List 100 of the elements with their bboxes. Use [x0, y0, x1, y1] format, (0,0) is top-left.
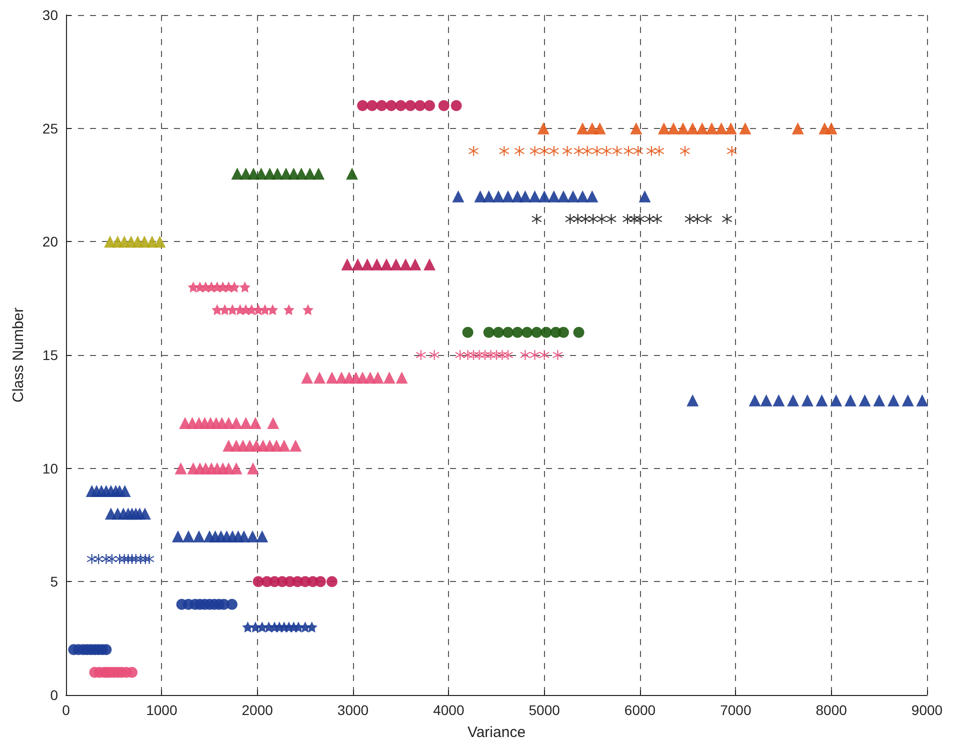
point	[366, 100, 378, 112]
y-tick-label: 20	[42, 234, 58, 250]
point	[726, 146, 737, 156]
point	[532, 214, 542, 224]
x-tick-label: 5000	[528, 702, 560, 718]
point	[361, 258, 374, 270]
point	[722, 214, 732, 224]
point	[724, 122, 737, 134]
point	[302, 304, 314, 316]
point	[538, 190, 550, 202]
point	[748, 394, 761, 406]
x-tick-label: 6000	[624, 702, 656, 718]
point	[702, 214, 712, 224]
point	[706, 122, 718, 134]
point	[226, 304, 238, 316]
point	[502, 190, 514, 202]
point	[658, 122, 670, 134]
point	[357, 100, 368, 112]
x-tick-label: 9000	[911, 702, 943, 718]
point	[574, 146, 584, 156]
point	[240, 417, 252, 429]
point	[502, 326, 514, 338]
point	[567, 190, 580, 202]
x-tick-label: 4000	[433, 702, 464, 718]
point	[370, 258, 383, 270]
point	[483, 326, 494, 338]
point	[629, 214, 640, 224]
point	[630, 122, 642, 134]
point	[502, 350, 513, 360]
point	[390, 258, 402, 270]
point	[424, 100, 436, 112]
point	[552, 350, 563, 360]
point	[558, 326, 569, 338]
point	[429, 350, 440, 360]
point	[557, 190, 570, 202]
point	[825, 122, 838, 134]
point	[246, 530, 259, 542]
point	[576, 122, 589, 134]
point	[188, 282, 199, 292]
point	[562, 146, 572, 156]
x-tick-label: 8000	[816, 702, 848, 718]
y-axis-title: Class Number	[10, 307, 27, 403]
point	[400, 258, 412, 270]
point	[346, 168, 358, 180]
x-tick-label: 1000	[146, 702, 178, 718]
point	[512, 326, 524, 338]
point	[686, 394, 699, 406]
y-tick-label: 10	[42, 460, 58, 476]
point	[396, 372, 408, 384]
point	[414, 100, 426, 112]
point	[844, 394, 856, 406]
point	[539, 146, 550, 156]
point	[816, 394, 828, 406]
point	[528, 190, 541, 202]
point	[654, 146, 664, 156]
point	[530, 146, 540, 156]
point	[686, 122, 699, 134]
point	[300, 622, 311, 632]
point	[548, 146, 559, 156]
point	[573, 326, 584, 338]
point	[304, 168, 316, 180]
point	[588, 214, 598, 224]
point	[212, 304, 223, 316]
point	[531, 326, 542, 338]
point	[242, 622, 254, 632]
point	[106, 554, 117, 564]
point	[455, 350, 466, 360]
point	[306, 622, 318, 632]
point	[192, 530, 205, 542]
point	[352, 258, 364, 270]
point	[602, 146, 612, 156]
point	[696, 122, 708, 134]
point	[172, 530, 184, 542]
x-tick-label: 7000	[720, 702, 752, 718]
point	[283, 304, 294, 316]
point	[760, 394, 772, 406]
point	[462, 350, 473, 360]
point	[314, 576, 326, 588]
point	[239, 282, 250, 292]
point	[438, 100, 450, 112]
point	[592, 146, 602, 156]
point	[519, 190, 532, 202]
point	[126, 666, 138, 678]
y-tick-label: 5	[50, 574, 58, 590]
point	[787, 394, 800, 406]
point	[301, 372, 314, 384]
point	[267, 417, 280, 429]
point	[230, 417, 242, 429]
point	[341, 258, 354, 270]
y-tick-label: 0	[50, 687, 58, 703]
point	[228, 282, 240, 292]
point	[404, 100, 416, 112]
point	[624, 146, 634, 156]
point	[247, 462, 260, 474]
point	[380, 258, 392, 270]
point	[888, 394, 900, 406]
x-axis-title: Variance	[467, 724, 526, 741]
point	[231, 168, 244, 180]
point	[230, 462, 242, 474]
point	[858, 394, 871, 406]
